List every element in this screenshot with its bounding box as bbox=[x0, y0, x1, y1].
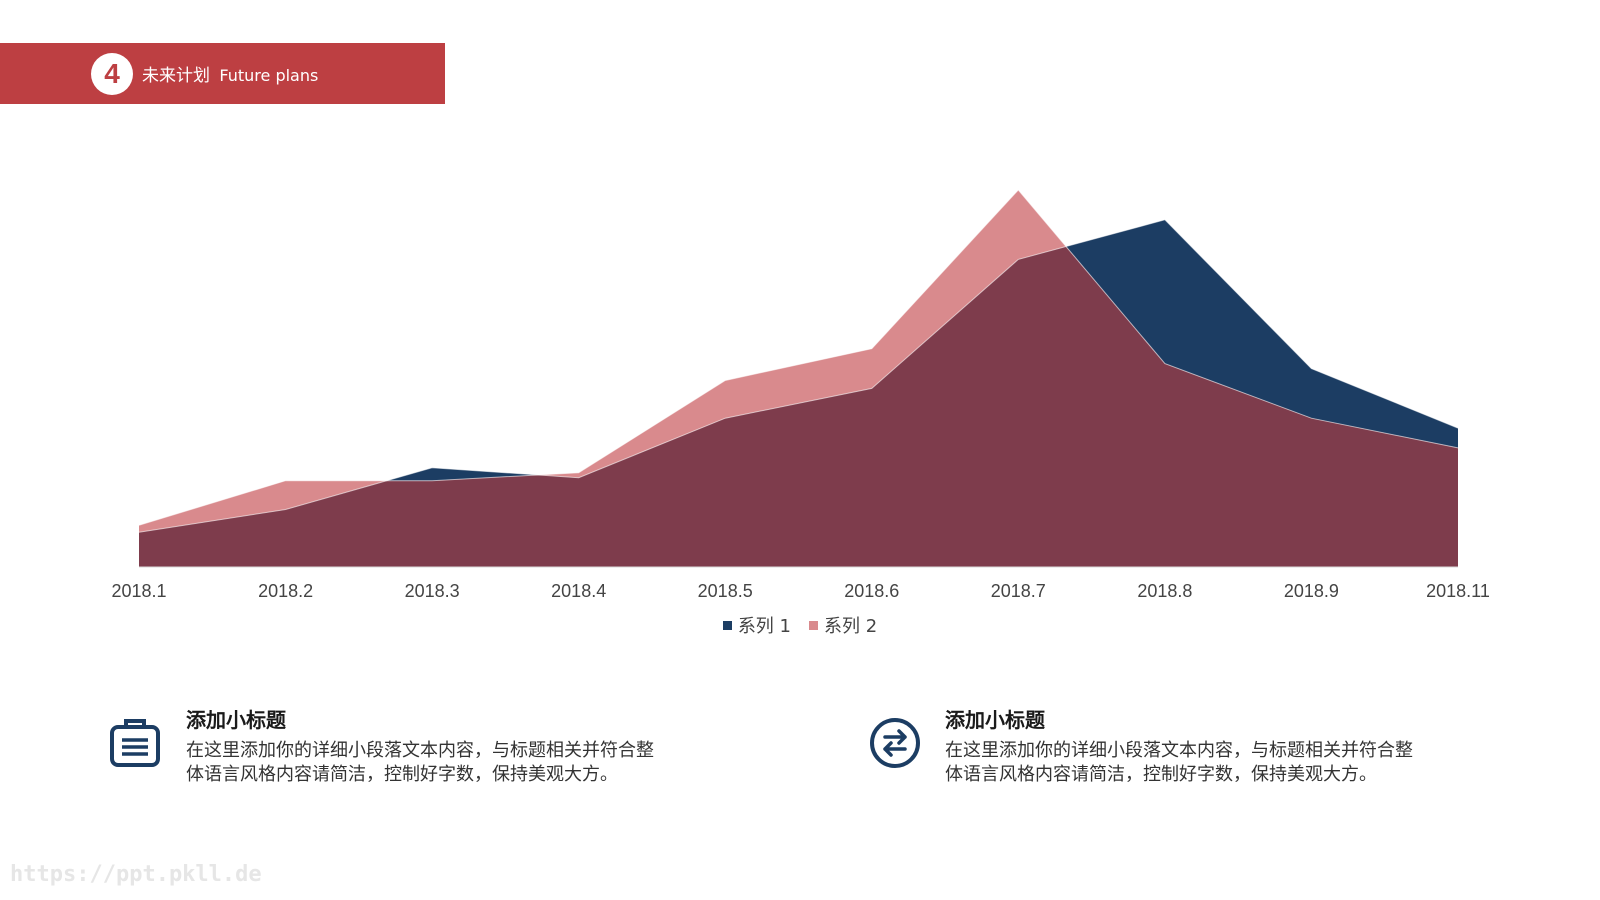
chart-legend: 系列 1 系列 2 bbox=[0, 612, 1600, 638]
section-title-cn: 未来计划 bbox=[142, 66, 210, 86]
legend-swatch-series1 bbox=[722, 620, 732, 630]
info-desc-line2: 体语言风格内容请简洁，控制好字数，保持美观大方。 bbox=[186, 764, 618, 785]
info-desc-line1: 在这里添加你的详细小段落文本内容，与标题相关并符合整 bbox=[945, 740, 1413, 761]
watermark-url: https://ppt.pkll.de bbox=[10, 862, 262, 887]
x-tick-label: 2018.6 bbox=[844, 581, 899, 601]
info-text-right: 添加小标题 在这里添加你的详细小段落文本内容，与标题相关并符合整 体语言风格内容… bbox=[945, 707, 1485, 787]
legend-item-series1: 系列 1 bbox=[722, 612, 791, 638]
section-header-banner: 4 未来计划 Future plans bbox=[0, 43, 445, 104]
exchange-arrows-icon bbox=[870, 718, 920, 768]
x-tick-label: 2018.11 bbox=[1426, 581, 1490, 601]
x-tick-label: 2018.5 bbox=[698, 581, 753, 601]
info-title: 添加小标题 bbox=[945, 708, 1045, 732]
x-tick-label: 2018.9 bbox=[1284, 581, 1339, 601]
x-tick-label: 2018.7 bbox=[991, 581, 1046, 601]
series2-line bbox=[138, 189, 1459, 526]
info-text-left: 添加小标题 在这里添加你的详细小段落文本内容，与标题相关并符合整 体语言风格内容… bbox=[186, 707, 726, 787]
section-title-en: Future plans bbox=[219, 66, 319, 85]
info-desc-line1: 在这里添加你的详细小段落文本内容，与标题相关并符合整 bbox=[186, 740, 654, 761]
legend-label-series1: 系列 1 bbox=[737, 616, 791, 637]
series1-line bbox=[138, 219, 1459, 533]
legend-label-series2: 系列 2 bbox=[824, 616, 878, 637]
legend-swatch-series2 bbox=[809, 620, 818, 630]
briefcase-icon bbox=[110, 719, 160, 767]
x-tick-label: 2018.1 bbox=[111, 581, 166, 601]
info-desc-line2: 体语言风格内容请简洁，控制好字数，保持美观大方。 bbox=[945, 764, 1377, 785]
section-number-badge: 4 bbox=[91, 53, 133, 95]
chart-canvas: 2018.1 2018.2 2018.3 2018.4 2018.5 2018.6 2018… bbox=[111, 189, 1490, 601]
info-title: 添加小标题 bbox=[186, 708, 286, 732]
section-title: 未来计划 Future plans bbox=[142, 61, 318, 86]
legend-item-series2: 系列 2 bbox=[809, 612, 877, 638]
x-tick-label: 2018.2 bbox=[258, 581, 313, 601]
x-tick-label: 2018.3 bbox=[405, 581, 460, 601]
x-tick-label: 2018.8 bbox=[1137, 581, 1192, 601]
x-tick-label: 2018.4 bbox=[551, 581, 606, 601]
area-chart: 2018.1 2018.2 2018.3 2018.4 2018.5 2018.6 2018… bbox=[0, 189, 1600, 638]
